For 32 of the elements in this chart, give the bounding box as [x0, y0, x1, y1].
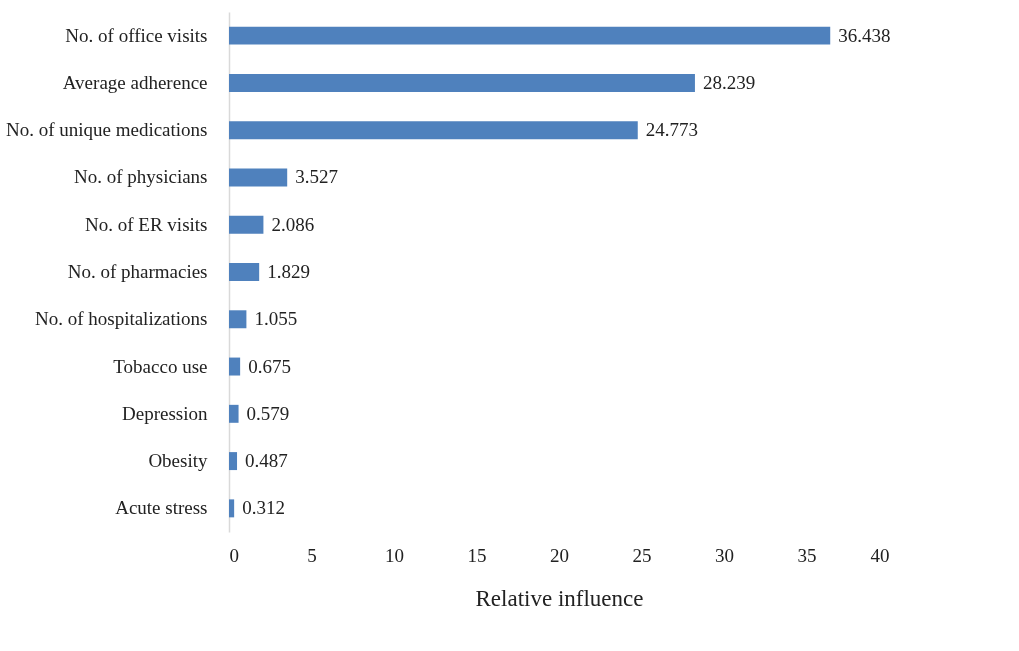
data-label: 36.438 — [838, 24, 891, 46]
y-tick-label: No. of physicians — [73, 166, 208, 188]
y-tick-label: No. of pharmacies — [67, 261, 208, 282]
data-label: 1.055 — [254, 308, 298, 330]
x-tick-label: 35 — [797, 544, 817, 566]
data-label: 0.312 — [242, 497, 285, 519]
y-tick-label: No. of unique medications — [5, 119, 208, 141]
x-tick-label: 20 — [550, 544, 569, 566]
y-tick-label: Average adherence — [62, 71, 208, 93]
y-tick-label: No. of ER visits — [85, 213, 208, 235]
data-label: 0.579 — [246, 402, 290, 424]
y-tick-label: Acute stress — [115, 497, 208, 519]
data-label: 24.773 — [645, 119, 698, 141]
y-tick-label: Tobacco use — [113, 355, 208, 377]
data-label: 2.086 — [271, 213, 315, 235]
x-tick-label: 40 — [870, 544, 890, 566]
y-tick-label: No. of hospitalizations — [34, 308, 208, 330]
y-tick-label: Depression — [122, 402, 208, 424]
y-tick-label: No. of office visits — [65, 24, 208, 46]
x-tick-label: 30 — [715, 544, 734, 566]
data-label: 0.675 — [248, 355, 291, 377]
x-axis-title: Relative influence — [475, 585, 644, 611]
x-tick-label: 15 — [467, 544, 487, 566]
x-tick-label: 0 — [229, 544, 239, 566]
data-label: 3.527 — [295, 166, 338, 188]
y-tick-label: Obesity — [148, 450, 208, 472]
data-label: 1.829 — [267, 261, 310, 282]
x-tick-label: 10 — [385, 544, 404, 566]
data-label: 28.239 — [702, 71, 756, 93]
data-label: 0.487 — [245, 450, 288, 472]
x-tick-label: 25 — [632, 544, 652, 566]
x-tick-label: 5 — [307, 544, 317, 566]
